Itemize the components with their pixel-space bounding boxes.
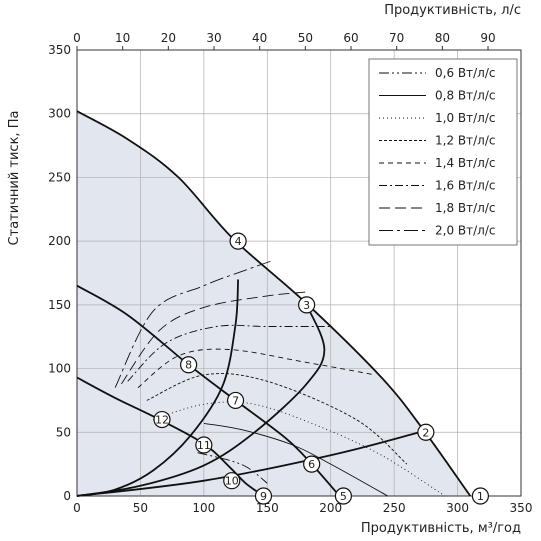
x2-tick-label: 80: [435, 31, 450, 45]
legend-label: 1,6 Вт/л/с: [435, 179, 495, 193]
y-axis-title: Статичний тиск, Па: [7, 111, 22, 246]
series-line: [152, 401, 446, 497]
x-tick-label: 150: [256, 501, 279, 515]
x2-tick-label: 20: [161, 31, 176, 45]
point-marker: [298, 296, 316, 314]
point-marker-label: 4: [235, 235, 242, 248]
x-axis-title: Продуктивність, м³/год: [361, 521, 521, 536]
x-tick-label: 250: [383, 501, 406, 515]
series-line: [114, 259, 274, 388]
point-marker: [153, 410, 171, 429]
y-tick-label: 300: [48, 107, 71, 121]
legend-label: 1,8 Вт/л/с: [435, 201, 495, 215]
point-marker-label: 7: [232, 394, 239, 407]
system-curve: [76, 304, 326, 497]
series-line: [127, 324, 331, 382]
x-tick-label: 0: [73, 501, 81, 515]
point-marker: [226, 391, 245, 410]
point-marker: [471, 487, 490, 505]
system-curve: [76, 431, 420, 497]
point-marker: [180, 356, 198, 374]
y-tick-label: 250: [48, 170, 71, 184]
legend-label: 1,0 Вт/л/с: [435, 111, 495, 125]
x-tick-label: 200: [319, 501, 342, 515]
x2-tick-label: 0: [73, 31, 81, 45]
point-marker-label: 2: [422, 426, 429, 439]
point-marker-label: 6: [308, 458, 315, 471]
operating-region: [77, 111, 471, 496]
point-marker-label: 5: [340, 490, 347, 503]
legend-label: 1,4 Вт/л/с: [435, 156, 495, 170]
point-marker-label: 12: [155, 414, 169, 427]
point-marker-label: 1: [477, 490, 484, 503]
point-marker-label: 9: [260, 490, 267, 503]
plot-area: 0 50 100 150 200 250 300 3500501001502002503003…: [48, 31, 532, 515]
x-tick-label: 300: [446, 501, 469, 515]
x2-tick-label: 30: [206, 31, 221, 45]
point-marker: [229, 232, 247, 250]
y-tick-label: 200: [48, 234, 71, 248]
x2-tick-label: 90: [480, 31, 495, 45]
point-marker-label: 10: [225, 475, 239, 488]
legend-label: 2,0 Вт/л/с: [435, 224, 495, 238]
point-marker: [417, 423, 435, 441]
legend-label: 1,2 Вт/л/с: [435, 134, 495, 148]
point-marker: [334, 487, 352, 505]
x2-tick-label: 70: [389, 31, 404, 45]
series-line: [137, 348, 376, 389]
x-tick-label: 100: [192, 501, 215, 515]
y-tick-label: 350: [48, 43, 71, 57]
point-marker: [195, 436, 213, 454]
x2-tick-label: 40: [252, 31, 267, 45]
x-tick-label: 350: [510, 501, 533, 515]
plot-frame: [76, 49, 522, 497]
point-marker-label: 8: [185, 359, 192, 372]
series-line: [146, 373, 408, 465]
point-marker: [254, 487, 273, 505]
legend-label: 0,6 Вт/л/с: [435, 66, 495, 80]
point-marker: [223, 472, 241, 490]
x2-tick-label: 10: [115, 31, 130, 45]
series-line: [121, 291, 306, 385]
point-marker: [303, 455, 321, 473]
legend-box: [368, 58, 518, 246]
y-tick-label: 0: [63, 489, 71, 503]
system-curve: [76, 279, 239, 497]
point-marker-label: 11: [197, 439, 211, 452]
point-marker-label: 3: [303, 299, 310, 312]
y-tick-label: 50: [56, 425, 71, 439]
y-tick-label: 150: [48, 298, 71, 312]
x2-axis-title: Продуктивність, л/с: [384, 3, 521, 18]
x-tick-label: 50: [133, 501, 148, 515]
x2-tick-label: 60: [343, 31, 358, 45]
legend-label: 0,8 Вт/л/с: [435, 89, 495, 103]
y-tick-label: 100: [48, 362, 71, 376]
x2-tick-label: 50: [298, 31, 313, 45]
